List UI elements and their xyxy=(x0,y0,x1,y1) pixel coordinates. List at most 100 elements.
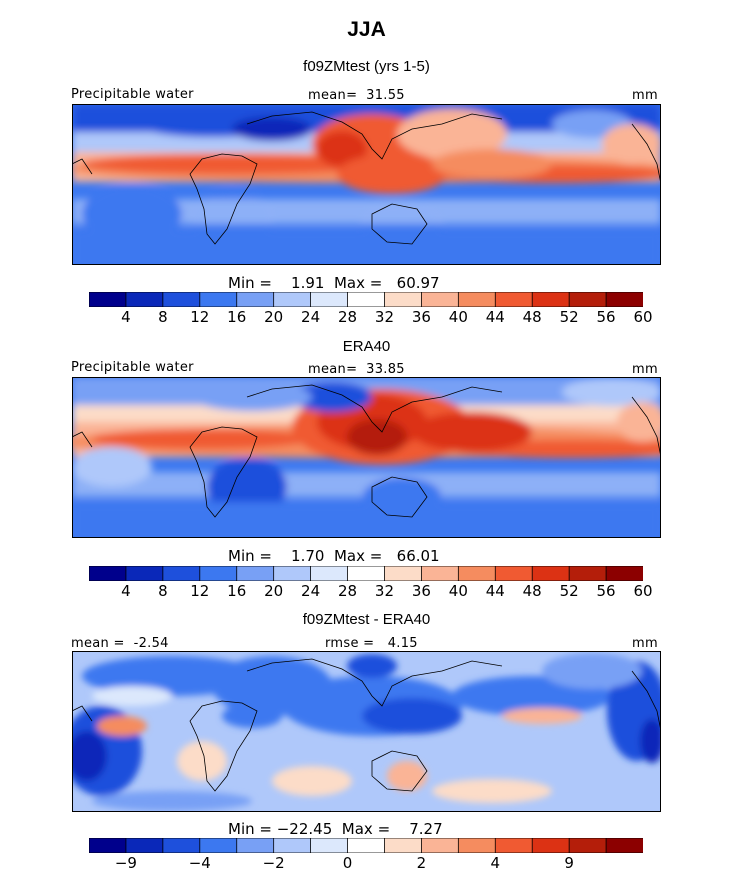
colorbar-swatch xyxy=(568,838,607,853)
colorbar-tick-label: 24 xyxy=(301,582,321,600)
colorbar-swatch xyxy=(384,838,423,853)
colorbar-swatch xyxy=(531,566,571,581)
panel1-mean-label: mean= 31.55 xyxy=(308,88,405,103)
colorbar-swatch xyxy=(125,292,164,307)
colorbar-swatch xyxy=(347,292,386,307)
panel3-max-value: 7.27 xyxy=(409,820,443,838)
colorbar-tick-label: 52 xyxy=(559,308,579,326)
panel1-mean-value: 31.55 xyxy=(366,88,405,103)
colorbar-tick-label: 8 xyxy=(158,308,168,326)
colorbar-swatch xyxy=(568,292,607,307)
panel3-title: f09ZMtest - ERA40 xyxy=(302,611,431,628)
colorbar-tick-label: 20 xyxy=(264,308,284,326)
colorbar-tick-label: 56 xyxy=(596,308,616,326)
colorbar-tick-label: 9 xyxy=(564,854,574,872)
panel2-min-label: Min = xyxy=(228,547,272,565)
panel3-rmse-label: rmse = 4.15 xyxy=(325,636,418,651)
colorbar-tick-label: 20 xyxy=(264,582,284,600)
panel3-mean-value: -2.54 xyxy=(133,636,169,651)
panel1-coastlines xyxy=(72,111,661,245)
colorbar-tick-label: 56 xyxy=(596,582,616,600)
colorbar-tick-label: 60 xyxy=(633,582,653,600)
colorbar-swatch xyxy=(605,566,643,581)
colorbar-swatch xyxy=(162,292,201,307)
panel2-map xyxy=(72,377,661,538)
colorbar-swatch xyxy=(310,838,349,853)
colorbar-swatch xyxy=(310,566,349,581)
colorbar-tick-label: 32 xyxy=(374,308,394,326)
panel3-coastlines xyxy=(72,658,661,792)
colorbar-swatch xyxy=(384,566,423,581)
figure-title: JJA xyxy=(347,18,386,41)
colorbar-tick-label: 36 xyxy=(411,308,431,326)
colorbar-tick-label: 44 xyxy=(485,308,505,326)
colorbar-swatch xyxy=(236,838,275,853)
colorbar-tick-label: 32 xyxy=(374,582,394,600)
colorbar-swatch xyxy=(125,838,164,853)
colorbar-swatch xyxy=(89,292,127,307)
panel2-max-label: Max = xyxy=(333,547,383,565)
colorbar-tick-label: 44 xyxy=(485,582,505,600)
colorbar-swatch xyxy=(494,566,534,581)
panel1-colorbar xyxy=(89,292,643,307)
colorbar-swatch xyxy=(273,566,312,581)
colorbar-swatch xyxy=(457,292,497,307)
colorbar-tick-label: 40 xyxy=(448,582,468,600)
colorbar-tick-label: 24 xyxy=(301,308,321,326)
colorbar-tick-label: 36 xyxy=(411,582,431,600)
panel1-max-label: Max = xyxy=(333,274,383,292)
panel1-map xyxy=(72,104,661,265)
colorbar-tick-label: 48 xyxy=(522,582,542,600)
colorbar-swatch xyxy=(199,566,238,581)
panel3-rmse-value: 4.15 xyxy=(387,636,418,651)
panel2-variable-label: Precipitable water xyxy=(71,360,194,375)
colorbar-tick-label: 16 xyxy=(227,308,247,326)
colorbar-swatch xyxy=(236,292,275,307)
panel2-units: mm xyxy=(632,362,658,377)
panel3-min-value: −22.45 xyxy=(276,820,333,838)
colorbar-swatch xyxy=(384,292,423,307)
colorbar-tick-label: 60 xyxy=(633,308,653,326)
colorbar-tick-label: 4 xyxy=(490,854,501,872)
panel1-min-label: Min = xyxy=(228,274,272,292)
colorbar-tick-label: −9 xyxy=(114,854,137,872)
colorbar-swatch xyxy=(605,838,643,853)
colorbar-swatch xyxy=(273,838,312,853)
panel3-min-label: Min = xyxy=(228,820,272,838)
colorbar-swatch xyxy=(605,292,643,307)
panel2-frame xyxy=(72,377,661,538)
colorbar-tick-label: 8 xyxy=(158,582,168,600)
colorbar-tick-label: 28 xyxy=(337,582,358,600)
colorbar-swatch xyxy=(273,292,312,307)
colorbar-swatch xyxy=(125,566,164,581)
colorbar-tick-label: 4 xyxy=(121,582,131,600)
panel2-colorbar xyxy=(89,566,643,581)
panel2-coastlines xyxy=(72,384,661,518)
panel3-units: mm xyxy=(632,636,658,651)
colorbar-tick-label: 48 xyxy=(522,308,542,326)
panel1-units: mm xyxy=(632,88,658,103)
colorbar-tick-label: 2 xyxy=(416,854,427,872)
colorbar-swatch xyxy=(531,292,571,307)
colorbar-swatch xyxy=(420,838,460,853)
colorbar-tick-label: 16 xyxy=(227,582,247,600)
panel3-map xyxy=(72,651,661,812)
colorbar-swatch xyxy=(420,566,460,581)
colorbar-tick-label: 28 xyxy=(337,308,358,326)
panel3-minmax: Min = −22.45 Max = 7.27 xyxy=(228,820,443,838)
panel3-frame xyxy=(72,651,661,812)
colorbar-swatch xyxy=(568,566,607,581)
panel1-frame xyxy=(72,104,661,265)
colorbar-tick-label: 52 xyxy=(559,582,579,600)
panel1-min-value: 1.91 xyxy=(291,274,325,292)
colorbar-tick-label: 12 xyxy=(190,308,210,326)
colorbar-swatch xyxy=(199,838,238,853)
colorbar-swatch xyxy=(457,838,497,853)
colorbar-swatch xyxy=(89,566,127,581)
colorbar-swatch xyxy=(347,838,386,853)
colorbar-swatch xyxy=(89,838,127,853)
colorbar-tick-label: −2 xyxy=(262,854,285,872)
colorbar-tick-label: 4 xyxy=(121,308,131,326)
colorbar-swatch xyxy=(494,838,534,853)
colorbar-swatch xyxy=(531,838,571,853)
